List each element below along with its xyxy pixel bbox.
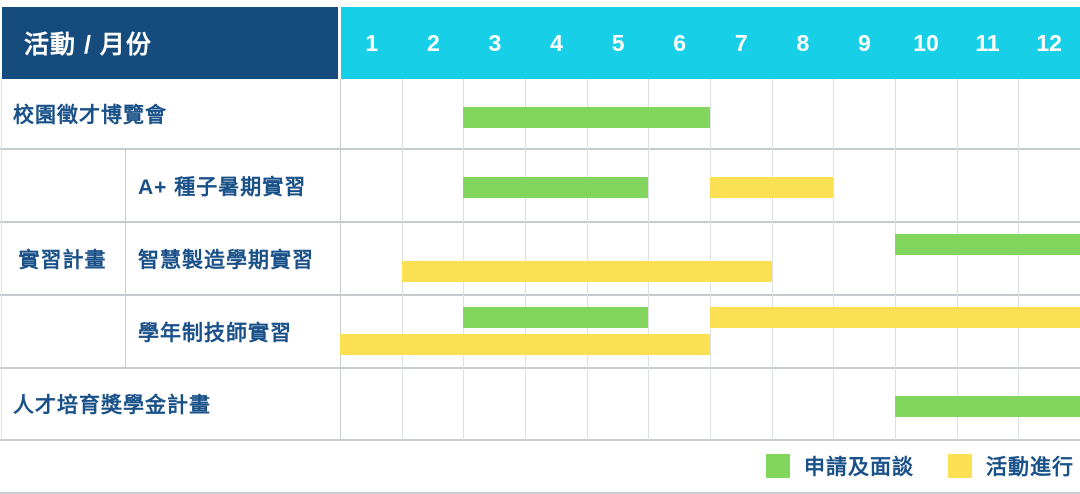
row-divider-line <box>0 148 1080 150</box>
grid-line <box>956 79 958 440</box>
legend-item-apply: 申請及面談 <box>766 451 914 481</box>
month-header-6: 6 <box>673 29 687 56</box>
month-header-10: 10 <box>913 29 939 56</box>
month-header-3: 3 <box>488 29 502 56</box>
gantt-bar-apply <box>895 234 1080 255</box>
activity-month-header: 活動 / 月份 <box>2 7 338 79</box>
grid-line <box>125 149 126 368</box>
grid-line <box>895 79 896 440</box>
gantt-bar-apply <box>895 396 1080 417</box>
grid-line <box>525 79 526 440</box>
chart-title: 活動 / 月份 <box>24 31 152 59</box>
month-header-9: 9 <box>858 29 871 56</box>
legend: 申請及面談 活動進行 <box>0 440 1080 492</box>
row-label-5: 人才培育獎學金計畫 <box>13 394 211 417</box>
month-header-12: 12 <box>1036 29 1062 56</box>
row-label-3: 智慧製造學期實習 <box>138 248 314 272</box>
row-label-4: 學年制技師實習 <box>138 321 292 345</box>
month-header-11: 11 <box>975 29 1000 56</box>
grid-line <box>833 79 835 440</box>
legend-item-active: 活動進行 <box>948 451 1074 481</box>
row-label-1: 校園徵才博覽會 <box>13 104 167 127</box>
grid-line <box>1 79 2 440</box>
row-divider-line <box>0 439 1080 441</box>
month-header-4: 4 <box>550 29 563 56</box>
grid-line <box>401 79 403 440</box>
grid-line <box>648 79 650 440</box>
gantt-bar-active <box>401 261 772 282</box>
legend-label-active: 活動進行 <box>986 456 1074 479</box>
month-header-2: 2 <box>426 29 440 56</box>
gantt-bar-active <box>710 307 1080 328</box>
active-color-swatch <box>948 454 972 478</box>
group-label: 實習計畫 <box>18 248 107 272</box>
gantt-bar-active <box>340 334 710 355</box>
row-label-2: A+ 種子暑期實習 <box>138 175 307 199</box>
apply-color-swatch <box>766 454 790 478</box>
row-divider-line <box>0 221 1080 223</box>
grid-line <box>710 79 711 440</box>
gantt-bar-apply <box>463 107 710 128</box>
row-divider-line <box>0 367 1080 369</box>
grid-line <box>586 79 588 440</box>
gantt-bar-apply <box>463 177 649 198</box>
legend-label-apply: 申請及面談 <box>804 456 914 479</box>
gantt-bar-active <box>710 177 834 198</box>
month-header-8: 8 <box>796 29 810 56</box>
month-header-1: 1 <box>365 29 379 56</box>
grid-line <box>463 79 465 440</box>
grid-line <box>340 79 341 440</box>
gantt-bar-apply <box>463 307 649 328</box>
month-header-row: 1 2 3 4 5 6 7 8 9 10 11 12 <box>341 7 1080 79</box>
row-divider-line <box>0 294 1080 296</box>
month-header-7: 7 <box>734 29 748 56</box>
grid-line <box>1018 79 1020 440</box>
month-header-5: 5 <box>611 29 625 56</box>
grid-line <box>771 79 773 440</box>
